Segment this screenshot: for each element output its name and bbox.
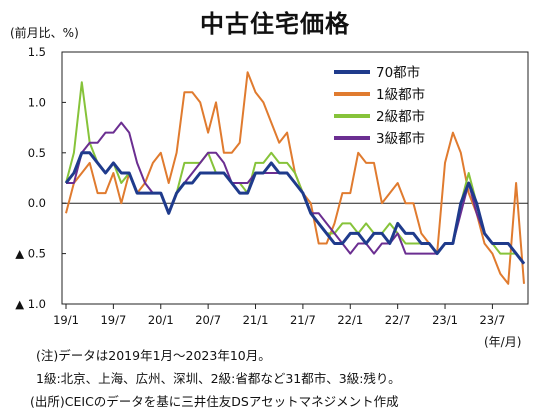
note-city-tiers: 1級:北京、上海、広州、深圳、2級:省都など31都市、3級:残り。	[36, 371, 401, 386]
plot-frame	[61, 51, 529, 305]
y-tick-label: 0.5	[28, 146, 46, 160]
note-source: (出所)CEICのデータを基に三井住友DSアセットマネジメント作成	[30, 394, 399, 409]
legend-label-tier70: 70都市	[376, 64, 420, 81]
y-tick-label: ▲ 0.5	[15, 247, 46, 261]
series-line-tier70	[64, 151, 526, 265]
x-tick-label: 21/7	[290, 313, 316, 327]
series-line-tier1	[65, 71, 525, 285]
series-line-tier3	[66, 121, 525, 265]
legend-label-tier3: 3級都市	[376, 130, 425, 147]
y-tick-label: 1.0	[28, 95, 46, 109]
y-tick-label: 1.5	[28, 45, 46, 59]
y-tick-label: ▲ 1.0	[15, 297, 46, 311]
x-axis-unit: (年/月)	[484, 335, 522, 349]
x-tick-label: 19/7	[100, 313, 126, 327]
y-tick-label: 0.0	[28, 196, 46, 210]
legend-label-tier2: 2級都市	[376, 108, 425, 125]
x-tick-label: 23/7	[479, 313, 505, 327]
x-tick-label: 21/1	[243, 313, 269, 327]
legend-label-tier1: 1級都市	[376, 86, 425, 103]
x-tick-label: 20/1	[148, 313, 174, 327]
chart-title: 中古住宅価格	[200, 10, 350, 38]
x-tick-label: 20/7	[195, 313, 221, 327]
x-tick-label: 22/1	[337, 313, 363, 327]
x-tick-label: 22/7	[385, 313, 411, 327]
x-tick-label: 19/1	[53, 313, 79, 327]
note-period: (注)データは2019年1月～2023年10月。	[36, 348, 271, 363]
x-tick-label: 23/1	[432, 313, 458, 327]
y-axis-unit: (前月比、%)	[10, 26, 79, 40]
